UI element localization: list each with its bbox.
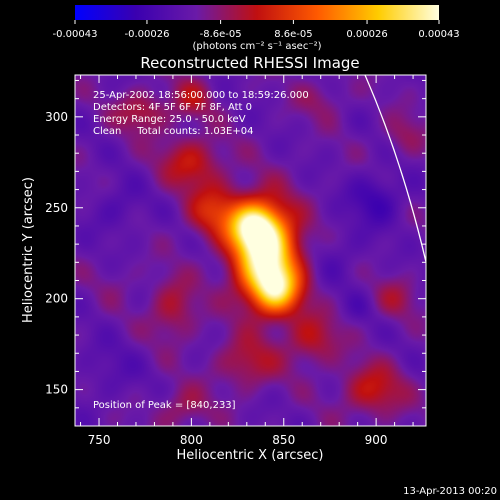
info-energy-range: Energy Range: 25.0 - 50.0 keV: [93, 114, 246, 125]
peak-position-label: Position of Peak = [840,233]: [93, 400, 236, 411]
colorbar-gradient: [75, 5, 439, 20]
y-tick-label: 150: [45, 383, 68, 397]
info-clean-counts: Clean Total counts: 1.03E+04: [93, 126, 253, 137]
colorbar-unit-label: (photons cm⁻² s⁻¹ asec⁻²): [192, 41, 321, 52]
colorbar-tick-label: 0.00026: [346, 29, 387, 40]
y-axis-ticks: 150 200 250 300: [45, 79, 426, 409]
solar-limb-line: [364, 75, 426, 263]
plot-frame: [74, 74, 427, 427]
info-detectors: Detectors: 4F 5F 6F 7F 8F, Att 0: [93, 102, 252, 113]
colorbar-tick-label: 8.6e-05: [274, 29, 312, 40]
x-axis-label: Heliocentric X (arcsec): [177, 448, 324, 463]
colorbar-tick-label: 0.00043: [418, 29, 459, 40]
x-tick-label: 850: [272, 433, 295, 447]
info-block: 25-Apr-2002 18:56:00.000 to 18:59:26.000…: [93, 90, 309, 137]
colorbar-ticks: -0.00043 -0.00026 -8.6e-05 8.6e-05 0.00026 0.…: [53, 20, 460, 40]
plot-area: [75, 75, 426, 426]
info-time-range: 25-Apr-2002 18:56:00.000 to 18:59:26.000: [93, 90, 309, 101]
colorbar-tick-label: -0.00043: [53, 29, 98, 40]
x-tick-label: 900: [365, 433, 388, 447]
y-tick-label: 300: [45, 110, 68, 124]
y-tick-label: 250: [45, 201, 68, 215]
y-axis-label: Heliocentric Y (arcsec): [21, 177, 36, 323]
x-axis-ticks: 750 800 850 900: [80, 75, 414, 447]
footer-timestamp: 13-Apr-2013 00:20: [403, 486, 497, 497]
y-tick-label: 200: [45, 292, 68, 306]
heatmap-image: [75, 75, 426, 426]
colorbar: -0.00043 -0.00026 -8.6e-05 8.6e-05 0.00026 0.…: [53, 5, 460, 52]
colorbar-tick-label: -8.6e-05: [200, 29, 242, 40]
colorbar-tick-label: -0.00026: [124, 29, 169, 40]
x-tick-label: 800: [180, 433, 203, 447]
chart-title: Reconstructed RHESSI Image: [140, 54, 359, 72]
x-tick-label: 750: [88, 433, 111, 447]
